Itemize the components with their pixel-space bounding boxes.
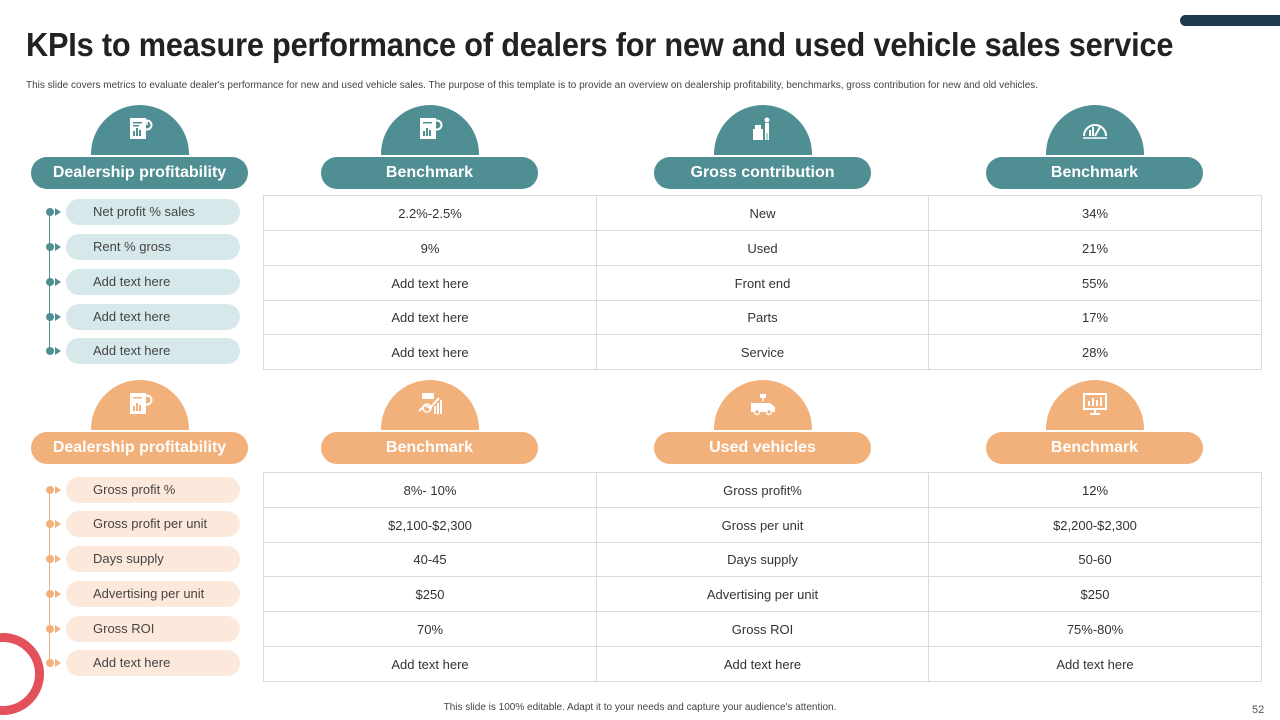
header-benchmark: Benchmark [986,157,1203,189]
metric-label: Add text here [66,269,240,295]
metric-label: Add text here [66,650,240,676]
report-chart-icon [91,105,189,155]
metric-label: Gross ROI [66,616,240,642]
table-row: 70% Gross ROI 75%-80% [263,611,1262,647]
list-item: Add text here [40,269,250,295]
page-number: 52 [1252,704,1265,716]
table-row: Add text here Service 28% [263,334,1262,370]
top-data-table: 2.2%-2.5% New 34% 9% Used 21% Add text here F… [263,195,1262,370]
report-chart-icon [381,105,479,155]
header-benchmark: Benchmark [986,432,1203,464]
monitor-chart-icon [1046,380,1144,430]
header-benchmark: Benchmark [321,432,538,464]
header-gross-contribution: Gross contribution [654,157,871,189]
metric-label: Gross profit per unit [66,511,240,537]
report-chart-icon [91,380,189,430]
footer-note: This slide is 100% editable. Adapt it to… [443,702,837,713]
list-item: Rent % gross [40,234,250,260]
connector-line [49,490,50,664]
table-row: Add text here Front end 55% [263,265,1262,301]
list-item: Gross profit per unit [40,511,250,537]
table-row: 8%- 10% Gross profit% 12% [263,472,1262,508]
header-used-vehicles: Used vehicles [654,432,871,464]
table-row: $250 Advertising per unit $250 [263,576,1262,612]
metric-label: Rent % gross [66,234,240,260]
metric-label: Gross profit % [66,477,240,503]
metric-label: Add text here [66,304,240,330]
table-row: 9% Used 21% [263,230,1262,266]
speedometer-icon [1046,105,1144,155]
table-row: 2.2%-2.5% New 34% [263,195,1262,231]
metric-label: Add text here [66,338,240,364]
van-icon [714,380,812,430]
slide-subtitle: This slide covers metrics to evaluate de… [26,80,1039,91]
table-row: 40-45 Days supply 50-60 [263,542,1262,577]
list-item: Add text here [40,650,250,676]
list-item: Add text here [40,338,250,364]
list-item: Gross profit % [40,477,250,503]
list-item: Advertising per unit [40,581,250,607]
list-item: Net profit % sales [40,199,250,225]
header-benchmark: Benchmark [321,157,538,189]
header-dealership-profitability: Dealership profitability [31,432,248,464]
top-accent-bar [1180,15,1280,26]
metric-label: Days supply [66,546,240,572]
bottom-data-table: 8%- 10% Gross profit% 12% $2,100-$2,300 Gro… [263,472,1262,682]
table-row: $2,100-$2,300 Gross per unit $2,200-$2,300 [263,507,1262,543]
list-item: Gross ROI [40,616,250,642]
table-row: Add text here Parts 17% [263,300,1262,335]
table-row: Add text here Add text here Add text here [263,646,1262,682]
list-item: Add text here [40,304,250,330]
list-item: Days supply [40,546,250,572]
analytics-icon [381,380,479,430]
metric-label: Net profit % sales [66,199,240,225]
person-boxes-icon [714,105,812,155]
header-dealership-profitability: Dealership profitability [31,157,248,189]
slide-title: KPIs to measure performance of dealers f… [26,26,1174,63]
metric-label: Advertising per unit [66,581,240,607]
